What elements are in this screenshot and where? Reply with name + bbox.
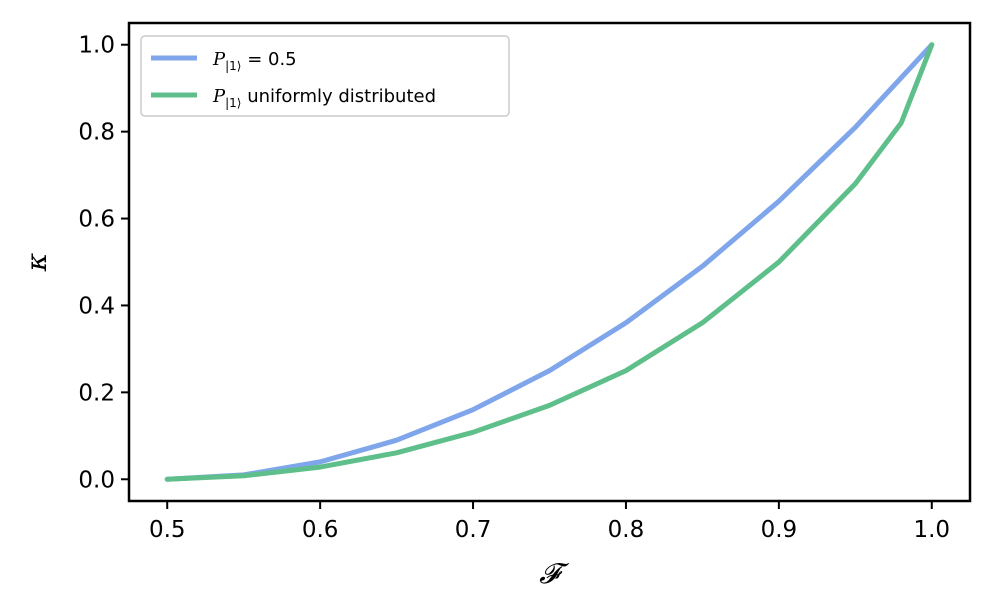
x-tick-label: 0.8 [608, 517, 645, 543]
legend: P|1⟩ = 0.5P|1⟩ uniformly distributed [140, 35, 510, 117]
legend-subscript: |1⟩ [225, 96, 241, 110]
legend-symbol: P [212, 49, 226, 70]
y-tick-label: 0.8 [78, 120, 115, 146]
x-tick-label: 0.5 [149, 517, 186, 543]
series-line-2 [164, 42, 935, 482]
y-axis-label: κ [20, 253, 53, 272]
y-tick-label: 0.2 [78, 380, 115, 406]
y-tick-label: 0.6 [78, 207, 115, 233]
x-axis: 0.5 0.6 0.7 0.8 0.9 1.0 [149, 501, 950, 543]
y-axis: 0.0 0.2 0.4 0.6 0.8 1.0 [78, 33, 129, 493]
legend-symbol: P [212, 86, 226, 107]
x-tick-label: 1.0 [913, 517, 950, 543]
legend-label: = 0.5 [241, 49, 296, 70]
y-tick-label: 1.0 [78, 33, 115, 59]
x-tick-label: 0.6 [302, 517, 339, 543]
series-line-1 [164, 42, 935, 482]
legend-entry-2: P|1⟩ uniformly distributed [212, 86, 436, 110]
plot-frame [127, 21, 972, 503]
series-layer [164, 42, 935, 482]
legend-entry-1: P|1⟩ = 0.5 [212, 49, 297, 73]
y-tick-label: 0.0 [78, 467, 115, 493]
x-axis-label: 𝓕 [539, 557, 569, 590]
legend-box [140, 35, 510, 117]
legend-label: uniformly distributed [241, 86, 436, 107]
y-tick-label: 0.4 [78, 293, 115, 319]
legend-subscript: |1⟩ [225, 59, 241, 73]
x-tick-label: 0.9 [761, 517, 798, 543]
x-tick-label: 0.7 [455, 517, 492, 543]
